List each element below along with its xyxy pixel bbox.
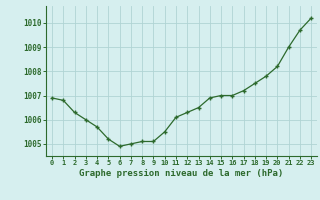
X-axis label: Graphe pression niveau de la mer (hPa): Graphe pression niveau de la mer (hPa)	[79, 169, 284, 178]
